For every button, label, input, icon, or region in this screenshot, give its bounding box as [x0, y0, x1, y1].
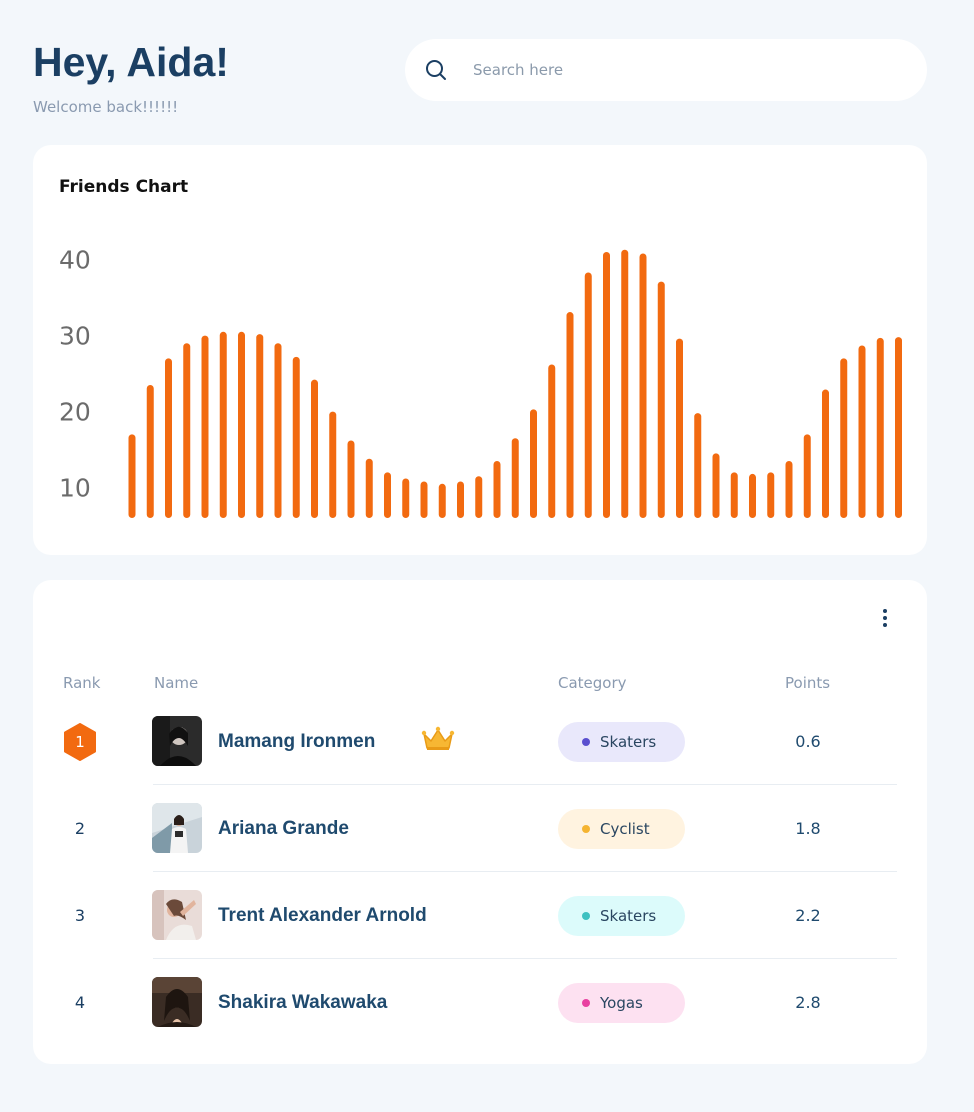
table-row[interactable]: 2 Ariana Grande Cyclist 1.8	[33, 785, 927, 872]
player-name: Ariana Grande	[218, 817, 349, 839]
chart-bar	[256, 334, 264, 518]
row-divider	[153, 958, 897, 959]
chart-bar	[274, 343, 282, 518]
avatar	[152, 716, 202, 766]
player-name: Mamang Ironmen	[218, 730, 376, 752]
rank-badge: 1	[63, 722, 97, 761]
chart-bar	[785, 461, 793, 518]
category-pill: Skaters	[558, 722, 685, 762]
category-dot	[582, 912, 590, 920]
category-dot	[582, 999, 590, 1007]
y-tick-label: 10	[59, 474, 91, 503]
search-input[interactable]	[473, 61, 873, 79]
player-name: Shakira Wakawaka	[218, 991, 388, 1013]
chart-bar	[438, 483, 446, 518]
y-tick-label: 30	[59, 322, 91, 351]
column-header-points: Points	[785, 674, 831, 692]
chart-bar	[511, 438, 519, 518]
chart-bar	[822, 389, 829, 518]
category-dot	[582, 825, 590, 833]
chart-bar	[201, 335, 209, 518]
chart-bar	[749, 473, 756, 518]
points-value: 2.8	[795, 993, 821, 1012]
chart-bar	[165, 358, 172, 518]
points-value: 2.2	[795, 906, 821, 925]
chart-bar	[657, 281, 665, 518]
table-row[interactable]: 3 Trent Alexander Arnold Skaters 2.2	[33, 872, 927, 959]
points-value: 0.6	[795, 732, 821, 751]
chart-bar	[420, 481, 428, 518]
friends-bar-chart: 10 20 30 40	[59, 246, 902, 518]
category-pill: Skaters	[558, 896, 685, 936]
chart-bar	[530, 409, 537, 518]
row-divider	[153, 784, 897, 785]
leaderboard-card: Rank Name Category Points 1 Mamang Ironm…	[33, 580, 927, 1064]
chart-bar	[347, 440, 355, 518]
chart-title: Friends Chart	[59, 177, 189, 197]
chart-bar	[566, 312, 574, 518]
chart-bar	[493, 461, 501, 518]
player-name: Trent Alexander Arnold	[218, 904, 427, 926]
category-label: Yogas	[600, 994, 643, 1012]
chart-bar	[292, 356, 300, 518]
column-header-rank: Rank	[63, 674, 101, 692]
chart-bar	[365, 458, 373, 518]
category-pill: Yogas	[558, 983, 685, 1023]
table-row[interactable]: 1 Mamang Ironmen Skaters 0.6	[33, 698, 927, 785]
chart-bar	[548, 364, 556, 518]
welcome-subtitle: Welcome back!!!!!!	[33, 98, 179, 116]
chart-bar	[183, 343, 191, 518]
chart-bar	[475, 476, 483, 518]
chart-bar	[876, 337, 884, 518]
more-vertical-icon[interactable]	[875, 604, 895, 632]
rank-number: 1	[75, 732, 85, 751]
rank-number: 4	[74, 993, 86, 1012]
avatar	[152, 977, 202, 1027]
column-header-category: Category	[558, 674, 627, 692]
page-title: Hey, Aida!	[33, 39, 229, 85]
chart-bar	[858, 345, 866, 518]
chart-bar	[639, 253, 647, 518]
chart-bar	[219, 331, 227, 518]
chart-bar	[238, 331, 245, 518]
chart-bar	[402, 478, 410, 518]
friends-chart-card: Friends Chart 10 20 30 40	[33, 145, 927, 555]
category-dot	[582, 738, 590, 746]
chart-bar	[457, 481, 464, 518]
chart-bar	[767, 472, 775, 518]
chart-bar	[329, 411, 337, 518]
rank-number: 3	[74, 906, 86, 925]
search-bar[interactable]	[405, 39, 927, 101]
chart-bar	[712, 453, 720, 518]
y-tick-label: 20	[59, 398, 91, 427]
avatar	[152, 803, 202, 853]
chart-bar	[384, 472, 391, 518]
category-label: Skaters	[600, 907, 657, 925]
chart-bar	[730, 472, 738, 518]
chart-bar	[803, 434, 811, 518]
search-icon[interactable]	[423, 57, 449, 83]
chart-bar	[146, 385, 154, 518]
chart-bar	[584, 272, 592, 518]
chart-bar	[694, 413, 702, 518]
greeting: Hey, Aida! Welcome back!!!!!!	[33, 38, 229, 116]
chart-bar	[621, 249, 629, 518]
y-tick-label: 40	[59, 246, 91, 275]
chart-bar	[311, 379, 318, 518]
rank-number: 2	[74, 819, 86, 838]
chart-bar	[603, 252, 610, 518]
column-header-name: Name	[154, 674, 199, 692]
points-value: 1.8	[795, 819, 821, 838]
table-row[interactable]: 4 Shakira Wakawaka Yogas 2.8	[33, 959, 927, 1046]
chart-bar	[128, 434, 136, 518]
chart-bar	[895, 337, 902, 518]
row-divider	[153, 871, 897, 872]
chart-bar	[676, 338, 683, 518]
avatar	[152, 890, 202, 940]
category-label: Skaters	[600, 733, 657, 751]
chart-bar	[840, 358, 848, 518]
category-pill: Cyclist	[558, 809, 685, 849]
crown-icon	[421, 726, 455, 757]
category-label: Cyclist	[600, 820, 650, 838]
